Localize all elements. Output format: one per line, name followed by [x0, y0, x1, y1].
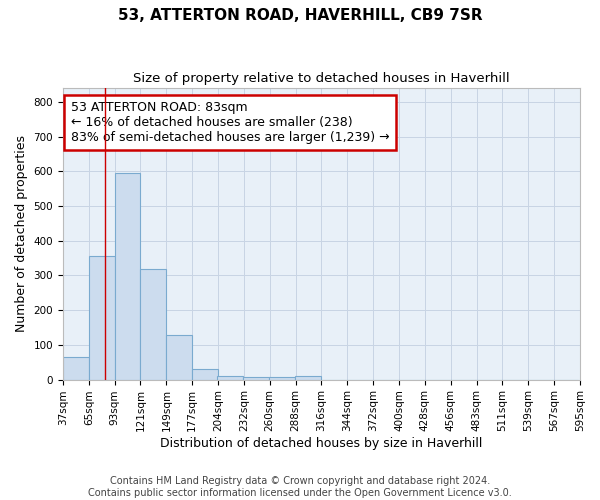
Bar	[295, 376, 320, 380]
Y-axis label: Number of detached properties: Number of detached properties	[15, 136, 28, 332]
Text: 53, ATTERTON ROAD, HAVERHILL, CB9 7SR: 53, ATTERTON ROAD, HAVERHILL, CB9 7SR	[118, 8, 482, 22]
Bar	[115, 173, 140, 380]
Text: Contains HM Land Registry data © Crown copyright and database right 2024.
Contai: Contains HM Land Registry data © Crown c…	[88, 476, 512, 498]
Bar	[89, 256, 115, 380]
Bar	[63, 357, 89, 380]
Bar	[140, 269, 166, 380]
Bar	[243, 377, 269, 380]
X-axis label: Distribution of detached houses by size in Haverhill: Distribution of detached houses by size …	[160, 437, 482, 450]
Text: 53 ATTERTON ROAD: 83sqm
← 16% of detached houses are smaller (238)
83% of semi-d: 53 ATTERTON ROAD: 83sqm ← 16% of detache…	[71, 101, 389, 144]
Bar	[217, 376, 243, 380]
Bar	[192, 369, 218, 380]
Title: Size of property relative to detached houses in Haverhill: Size of property relative to detached ho…	[133, 72, 510, 86]
Bar	[166, 335, 192, 380]
Bar	[269, 377, 295, 380]
